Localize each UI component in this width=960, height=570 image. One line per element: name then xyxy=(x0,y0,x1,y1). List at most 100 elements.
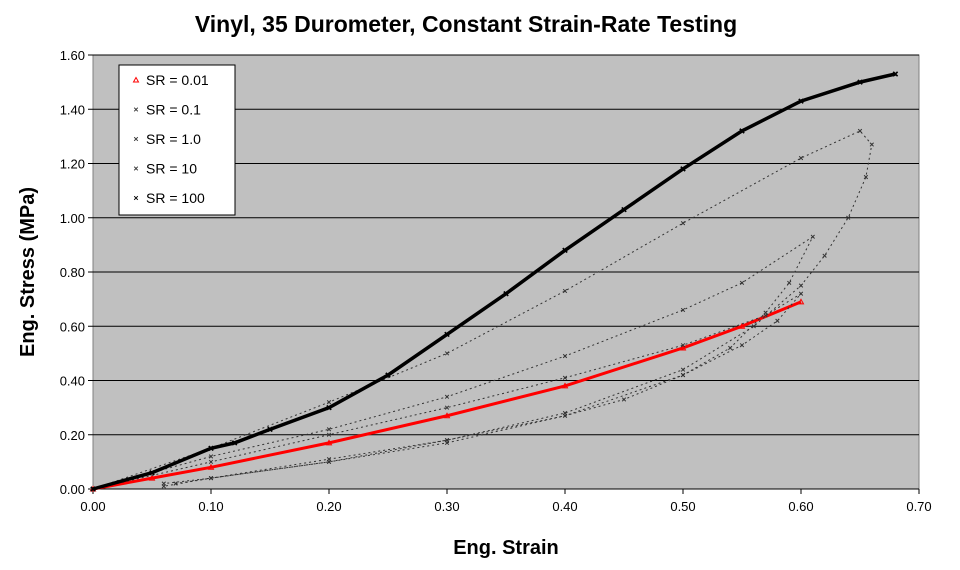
series-sr-100 xyxy=(90,71,899,492)
data-point xyxy=(148,474,156,481)
data-point xyxy=(231,440,238,446)
data-point xyxy=(503,290,509,297)
data-point xyxy=(173,481,178,486)
data-point xyxy=(208,445,214,452)
data-point xyxy=(738,322,746,329)
x-tick-label: 0.60 xyxy=(788,499,813,514)
x-tick-label: 0.00 xyxy=(80,499,105,514)
legend-label: SR = 1.0 xyxy=(146,131,201,147)
legend-marker xyxy=(133,136,139,142)
y-tick-label: 0.40 xyxy=(60,374,85,389)
data-point xyxy=(679,344,687,351)
data-point xyxy=(680,367,686,372)
y-tick-label: 1.40 xyxy=(60,102,85,117)
legend-marker xyxy=(133,195,139,201)
data-point xyxy=(326,459,332,465)
data-point xyxy=(846,215,851,220)
data-point xyxy=(680,307,686,313)
data-point xyxy=(444,331,450,338)
legend-label: SR = 10 xyxy=(146,161,197,177)
data-point xyxy=(562,247,568,254)
y-tick-label: 1.00 xyxy=(60,211,85,226)
data-point xyxy=(798,98,804,104)
data-point xyxy=(775,318,780,323)
data-point xyxy=(728,345,733,351)
legend: SR = 0.01 SR = 0.1 SR = 1.0 SR = 10 SR = 100 xyxy=(118,64,236,216)
data-point xyxy=(739,343,745,348)
y-tick-label: 0.80 xyxy=(60,265,85,280)
legend-marker xyxy=(133,166,139,171)
series-sr-0-01 xyxy=(89,298,805,492)
x-tick-label: 0.50 xyxy=(670,499,695,514)
y-tick-label: 0.00 xyxy=(60,482,85,497)
data-point xyxy=(267,426,273,433)
data-point xyxy=(857,79,863,85)
data-point xyxy=(680,372,686,378)
x-tick-label: 0.20 xyxy=(316,499,341,514)
data-point xyxy=(680,343,686,348)
data-point xyxy=(680,166,686,172)
data-point xyxy=(787,280,792,286)
data-point xyxy=(149,469,155,476)
data-point xyxy=(798,283,804,288)
data-point xyxy=(562,353,568,359)
y-tick-label: 0.60 xyxy=(60,319,85,334)
data-point xyxy=(751,324,756,329)
data-point xyxy=(822,253,827,258)
data-point xyxy=(561,382,569,389)
data-point xyxy=(857,128,863,134)
data-point xyxy=(444,438,450,443)
data-point xyxy=(798,291,804,296)
data-point xyxy=(208,454,214,459)
x-axis-label: Eng. Strain xyxy=(453,537,559,559)
data-point xyxy=(444,405,450,410)
series-line xyxy=(92,300,802,491)
legend-label: SR = 0.1 xyxy=(146,102,201,118)
legend-marker xyxy=(132,76,140,83)
data-point xyxy=(325,439,333,446)
data-point xyxy=(621,397,627,402)
series-line xyxy=(92,235,815,490)
data-point xyxy=(863,174,869,180)
data-point xyxy=(161,481,166,486)
data-point xyxy=(810,234,815,239)
x-tick-label: 0.10 xyxy=(198,499,223,514)
data-point xyxy=(797,298,805,305)
data-point xyxy=(680,221,686,226)
data-point xyxy=(562,410,568,416)
series-line xyxy=(92,72,896,491)
data-point xyxy=(208,459,214,465)
data-point xyxy=(621,206,627,213)
x-tick-label: 0.30 xyxy=(434,499,459,514)
data-point xyxy=(208,475,214,481)
data-point xyxy=(443,412,451,419)
data-point xyxy=(207,463,215,470)
x-tick-label: 0.70 xyxy=(906,499,931,514)
data-point xyxy=(798,155,804,161)
data-point xyxy=(326,404,332,411)
data-point xyxy=(892,71,899,77)
data-point xyxy=(444,394,450,399)
legend-marker xyxy=(133,107,139,112)
series-sr-10 xyxy=(90,128,874,492)
data-point xyxy=(739,128,745,134)
legend-label: SR = 100 xyxy=(146,190,205,206)
legend-label: SR = 0.01 xyxy=(146,72,209,88)
series-line xyxy=(92,130,873,490)
data-point xyxy=(444,351,450,356)
data-point xyxy=(562,375,568,380)
y-tick-label: 1.60 xyxy=(60,48,85,63)
data-point xyxy=(90,486,96,492)
data-point xyxy=(326,400,332,405)
data-point xyxy=(385,372,391,378)
data-point xyxy=(763,310,768,315)
chart-title: Vinyl, 35 Durometer, Constant Strain-Rat… xyxy=(195,11,737,37)
data-point xyxy=(326,427,332,432)
x-tick-label: 0.40 xyxy=(552,499,577,514)
data-point xyxy=(562,288,568,294)
y-tick-label: 0.20 xyxy=(60,428,85,443)
data-point xyxy=(869,142,874,147)
data-point xyxy=(739,280,745,286)
y-tick-label: 1.20 xyxy=(60,157,85,172)
